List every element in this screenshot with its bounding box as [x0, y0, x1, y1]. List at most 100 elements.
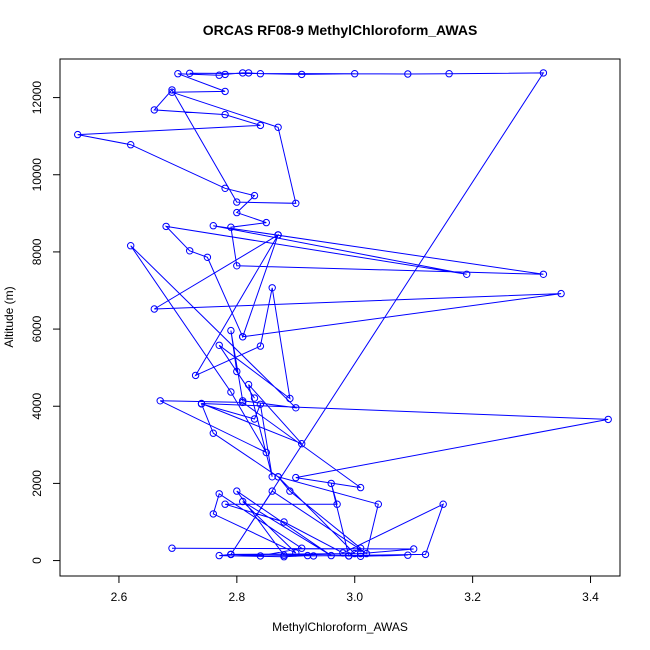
- data-point: [239, 497, 247, 506]
- data-point: [303, 551, 312, 560]
- data-point: [209, 429, 218, 437]
- data-point: [351, 70, 359, 78]
- data-point: [298, 440, 306, 448]
- data-point: [209, 222, 218, 230]
- data-point: [268, 473, 276, 481]
- y-tick-label: 10000: [30, 158, 44, 192]
- series-line: [77, 72, 609, 558]
- data-point: [557, 289, 565, 298]
- data-point: [256, 342, 265, 350]
- data-point: [233, 487, 241, 495]
- data-point: [227, 223, 235, 231]
- y-axis-label: Altitude (m): [2, 286, 16, 347]
- data-point: [168, 88, 176, 96]
- data-point: [404, 551, 412, 559]
- data-point: [327, 479, 335, 488]
- data-point: [162, 222, 170, 231]
- data-point: [333, 500, 341, 508]
- data-point: [292, 473, 300, 482]
- data-point: [209, 510, 218, 518]
- data-point: [356, 483, 365, 492]
- data-point: [292, 199, 300, 208]
- data-point: [244, 69, 253, 77]
- data-point: [404, 70, 412, 78]
- data-point: [539, 270, 548, 278]
- data-point: [221, 70, 229, 79]
- data-point: [156, 397, 164, 405]
- data-point: [221, 184, 229, 193]
- data-point: [150, 106, 159, 114]
- data-point: [445, 70, 453, 78]
- data-point: [244, 380, 253, 389]
- x-tick-label: 3.2: [464, 590, 481, 604]
- data-point: [298, 70, 306, 79]
- data-point: [262, 218, 270, 227]
- data-point: [286, 487, 294, 495]
- y-tick-label: 4000: [30, 393, 44, 420]
- data-point: [262, 448, 270, 457]
- data-point: [233, 208, 241, 217]
- series-layer: [74, 69, 612, 561]
- data-point: [191, 371, 200, 380]
- data-point: [256, 400, 265, 408]
- data-point: [221, 87, 229, 96]
- data-point: [186, 247, 194, 255]
- data-point: [233, 367, 241, 376]
- data-point: [239, 397, 247, 405]
- x-tick-label: 2.6: [111, 590, 128, 604]
- data-point: [227, 326, 235, 335]
- x-axis-label: MethylChloroform_AWAS: [272, 620, 408, 634]
- y-tick-label: 8000: [30, 238, 44, 265]
- data-point: [168, 86, 176, 94]
- data-point: [410, 545, 418, 553]
- data-point: [186, 69, 194, 78]
- data-point: [292, 549, 300, 557]
- data-point: [203, 253, 212, 261]
- x-tick-label: 3.0: [346, 590, 363, 604]
- data-point: [74, 130, 82, 139]
- data-point: [327, 551, 335, 560]
- plot-frame: [59, 58, 621, 577]
- data-point: [168, 544, 176, 552]
- data-point: [127, 141, 135, 149]
- data-point: [215, 341, 223, 349]
- y-axis: 0 2000 4000 6000 8000 10000 12000: [30, 81, 61, 564]
- data-point: [362, 549, 371, 558]
- data-point: [221, 500, 229, 508]
- data-point: [250, 394, 259, 402]
- data-point: [256, 70, 265, 78]
- data-point: [292, 404, 300, 412]
- chart-title: ORCAS RF08-9 MethylChloroform_AWAS: [203, 22, 478, 38]
- x-tick-label: 3.4: [582, 590, 599, 604]
- data-point: [439, 500, 447, 508]
- data-point: [174, 70, 182, 78]
- data-point: [250, 415, 259, 423]
- data-point: [233, 198, 241, 206]
- data-point: [286, 394, 294, 403]
- x-axis: 2.6 2.8 3.0 3.2 3.4: [111, 575, 599, 604]
- x-tick-label: 2.8: [228, 590, 245, 604]
- data-point: [280, 553, 288, 561]
- data-point: [250, 191, 259, 200]
- data-point: [127, 242, 135, 250]
- data-point: [221, 110, 229, 119]
- y-tick-label: 0: [30, 557, 44, 564]
- data-point: [356, 552, 365, 560]
- data-point: [356, 544, 365, 552]
- data-point: [256, 552, 265, 560]
- data-point: [268, 487, 276, 495]
- data-point: [421, 550, 430, 559]
- data-point: [345, 552, 353, 560]
- data-point: [463, 270, 471, 278]
- data-point: [280, 518, 288, 526]
- data-point: [268, 284, 276, 292]
- data-point: [374, 500, 382, 508]
- data-point: [227, 550, 235, 559]
- data-point: [298, 544, 306, 552]
- data-point: [233, 262, 241, 270]
- data-point: [215, 490, 223, 498]
- data-point: [256, 121, 265, 130]
- data-point: [197, 399, 206, 408]
- y-tick-label: 12000: [30, 81, 44, 115]
